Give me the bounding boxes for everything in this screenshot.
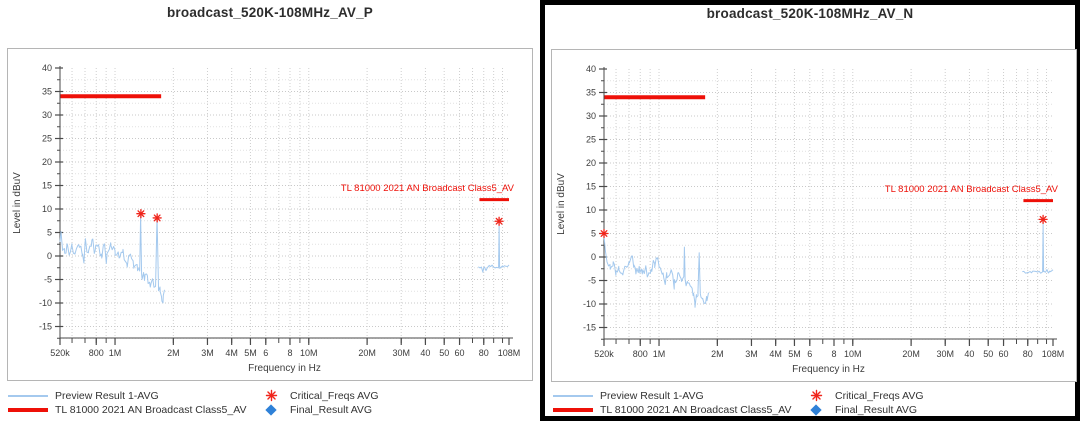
panel-av-p[interactable]: broadcast_520K-108MHz_AV_P 40 35 30 25 20 15 1… bbox=[0, 0, 540, 421]
preview-line-swatch bbox=[8, 394, 48, 397]
svg-text:35: 35 bbox=[42, 87, 52, 97]
svg-text:-15: -15 bbox=[39, 322, 52, 332]
legend-label-final: Final_Result AVG bbox=[835, 403, 918, 416]
svg-text:40: 40 bbox=[42, 63, 52, 73]
svg-text:2M: 2M bbox=[711, 349, 724, 359]
limit-line-swatch bbox=[553, 407, 593, 412]
panel-av-n[interactable]: broadcast_520K-108MHz_AV_N 40 35 30 25 20 15 1… bbox=[540, 0, 1080, 421]
svg-text:108M: 108M bbox=[1042, 349, 1065, 359]
svg-text:800: 800 bbox=[89, 348, 104, 358]
legend-item-preview: Preview Result 1-AVG bbox=[553, 389, 704, 402]
svg-text:10: 10 bbox=[586, 205, 596, 215]
svg-text:Level in dBuV: Level in dBuV bbox=[12, 172, 23, 234]
legend-item-limit: TL 81000 2021 AN Broadcast Class5_AV bbox=[8, 403, 246, 416]
preview-line-swatch bbox=[553, 394, 593, 397]
legend-label-limit: TL 81000 2021 AN Broadcast Class5_AV bbox=[55, 403, 247, 416]
svg-text:520k: 520k bbox=[594, 349, 614, 359]
svg-text:35: 35 bbox=[586, 88, 596, 98]
svg-text:TL 81000 2021 AN Broadcast Cla: TL 81000 2021 AN Broadcast Class5_AV bbox=[341, 183, 515, 194]
svg-text:30: 30 bbox=[586, 111, 596, 121]
legend-label-final: Final_Result AVG bbox=[290, 403, 373, 416]
svg-text:5M: 5M bbox=[788, 349, 801, 359]
svg-text:25: 25 bbox=[42, 134, 52, 144]
svg-text:3M: 3M bbox=[201, 348, 214, 358]
svg-text:30: 30 bbox=[42, 110, 52, 120]
critical-asterisk-icon bbox=[262, 389, 280, 402]
critical-asterisk-icon bbox=[807, 389, 825, 402]
svg-text:5M: 5M bbox=[244, 348, 257, 358]
svg-text:Frequency in Hz: Frequency in Hz bbox=[792, 364, 865, 375]
chart-legend: Preview Result 1-AVG TL 81000 2021 AN Br… bbox=[0, 389, 540, 419]
svg-text:800: 800 bbox=[633, 349, 648, 359]
svg-text:8: 8 bbox=[287, 348, 292, 358]
svg-text:30M: 30M bbox=[936, 349, 954, 359]
svg-text:4M: 4M bbox=[225, 348, 238, 358]
chart-legend: Preview Result 1-AVG TL 81000 2021 AN Br… bbox=[545, 389, 1075, 419]
legend-item-limit: TL 81000 2021 AN Broadcast Class5_AV bbox=[553, 403, 791, 416]
svg-text:3M: 3M bbox=[745, 349, 758, 359]
svg-text:-5: -5 bbox=[44, 275, 52, 285]
legend-label-limit: TL 81000 2021 AN Broadcast Class5_AV bbox=[600, 403, 792, 416]
svg-text:4M: 4M bbox=[769, 349, 782, 359]
svg-text:15: 15 bbox=[42, 181, 52, 191]
legend-label-critical: Critical_Freqs AVG bbox=[290, 389, 379, 402]
legend-label-preview: Preview Result 1-AVG bbox=[55, 389, 159, 402]
svg-text:1M: 1M bbox=[653, 349, 666, 359]
svg-text:10M: 10M bbox=[844, 349, 862, 359]
chart-frame: 40 35 30 25 20 15 10 5 0 -5 -10 -15 520k 800 1M 2M 3M 4M 5… bbox=[551, 49, 1077, 382]
chart-title-av-p: broadcast_520K-108MHz_AV_P bbox=[166, 5, 374, 20]
svg-text:10M: 10M bbox=[300, 348, 318, 358]
svg-text:40: 40 bbox=[586, 64, 596, 74]
svg-text:-5: -5 bbox=[588, 276, 596, 286]
svg-text:-10: -10 bbox=[39, 298, 52, 308]
final-diamond-icon bbox=[262, 403, 280, 416]
svg-text:Frequency in Hz: Frequency in Hz bbox=[248, 363, 321, 374]
svg-text:40: 40 bbox=[964, 349, 974, 359]
svg-text:30M: 30M bbox=[392, 348, 410, 358]
svg-text:40: 40 bbox=[420, 348, 430, 358]
svg-text:8: 8 bbox=[831, 349, 836, 359]
legend-item-final: Final_Result AVG bbox=[262, 403, 372, 416]
legend-item-critical: Critical_Freqs AVG bbox=[807, 389, 924, 402]
svg-text:5: 5 bbox=[47, 228, 52, 238]
svg-text:50: 50 bbox=[983, 349, 993, 359]
svg-text:TL 81000 2021 AN Broadcast Cla: TL 81000 2021 AN Broadcast Class5_AV bbox=[885, 184, 1059, 195]
final-diamond-icon bbox=[807, 403, 825, 416]
svg-text:-10: -10 bbox=[583, 299, 596, 309]
svg-text:20M: 20M bbox=[358, 348, 376, 358]
svg-text:6: 6 bbox=[263, 348, 268, 358]
legend-item-preview: Preview Result 1-AVG bbox=[8, 389, 159, 402]
svg-text:108M: 108M bbox=[498, 348, 521, 358]
svg-text:20: 20 bbox=[42, 157, 52, 167]
svg-text:80: 80 bbox=[1023, 349, 1033, 359]
svg-text:25: 25 bbox=[586, 135, 596, 145]
legend-item-critical: Critical_Freqs AVG bbox=[262, 389, 379, 402]
svg-text:-15: -15 bbox=[583, 323, 596, 333]
svg-text:Level in dBuV: Level in dBuV bbox=[556, 173, 567, 235]
svg-text:10: 10 bbox=[42, 204, 52, 214]
svg-text:20M: 20M bbox=[902, 349, 920, 359]
svg-text:520k: 520k bbox=[50, 348, 70, 358]
legend-label-critical: Critical_Freqs AVG bbox=[835, 389, 924, 402]
svg-text:6: 6 bbox=[807, 349, 812, 359]
svg-text:5: 5 bbox=[591, 229, 596, 239]
svg-text:0: 0 bbox=[591, 252, 596, 262]
svg-text:15: 15 bbox=[586, 182, 596, 192]
chart-title-av-n: broadcast_520K-108MHz_AV_N bbox=[706, 6, 914, 21]
legend-label-preview: Preview Result 1-AVG bbox=[600, 389, 704, 402]
chart-frame: 40 35 30 25 20 15 10 5 0 -5 -10 -15 520k 800 1M 2M 3M 4M 5… bbox=[7, 48, 533, 381]
svg-text:1M: 1M bbox=[109, 348, 122, 358]
svg-text:20: 20 bbox=[586, 158, 596, 168]
svg-text:50: 50 bbox=[439, 348, 449, 358]
legend-item-final: Final_Result AVG bbox=[807, 403, 917, 416]
svg-text:2M: 2M bbox=[167, 348, 180, 358]
svg-text:0: 0 bbox=[47, 251, 52, 261]
svg-text:80: 80 bbox=[479, 348, 489, 358]
svg-text:60: 60 bbox=[455, 348, 465, 358]
svg-text:60: 60 bbox=[999, 349, 1009, 359]
limit-line-swatch bbox=[8, 407, 48, 412]
